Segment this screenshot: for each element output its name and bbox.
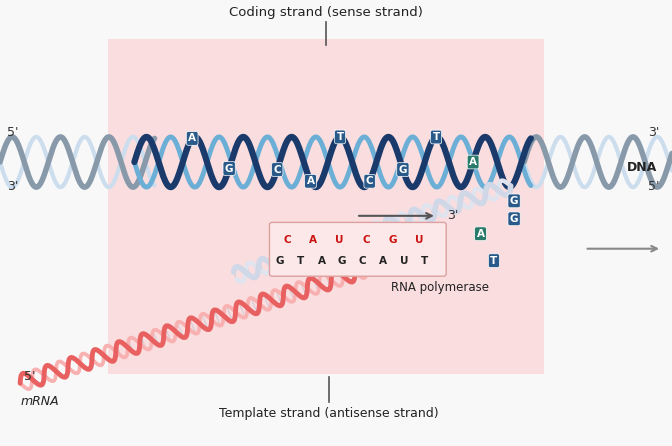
Text: G: G — [338, 256, 346, 266]
Text: U: U — [415, 235, 423, 245]
Text: G: G — [510, 214, 518, 224]
Text: A: A — [317, 256, 325, 266]
Text: T: T — [433, 132, 439, 142]
Text: A: A — [476, 229, 485, 239]
Text: T: T — [491, 256, 497, 266]
Text: A: A — [469, 157, 477, 167]
Text: 5': 5' — [648, 180, 660, 193]
Text: G: G — [276, 256, 284, 266]
Text: 3': 3' — [447, 209, 458, 222]
Text: A: A — [188, 133, 196, 144]
Text: G: G — [510, 196, 518, 206]
Text: 3': 3' — [7, 180, 18, 193]
Text: DNA: DNA — [626, 161, 657, 174]
Bar — [108, 39, 544, 374]
Text: C: C — [359, 256, 367, 266]
Text: Coding strand (sense strand): Coding strand (sense strand) — [229, 6, 423, 19]
Text: RNA polymerase: RNA polymerase — [391, 281, 489, 294]
FancyBboxPatch shape — [269, 223, 446, 276]
Text: A: A — [380, 256, 388, 266]
Text: C: C — [366, 176, 374, 186]
Text: mRNA: mRNA — [21, 395, 60, 408]
Text: T: T — [421, 256, 428, 266]
Text: T: T — [337, 132, 343, 142]
Text: 5': 5' — [7, 126, 18, 139]
Text: G: G — [398, 165, 407, 174]
Text: T: T — [297, 256, 304, 266]
Text: C: C — [274, 165, 281, 174]
Text: C: C — [283, 235, 291, 245]
Text: G: G — [225, 164, 233, 173]
Text: A: A — [306, 176, 314, 186]
Text: U: U — [400, 256, 409, 266]
Text: 5': 5' — [24, 370, 35, 383]
Text: U: U — [335, 235, 344, 245]
Text: Template strand (antisense strand): Template strand (antisense strand) — [220, 407, 439, 420]
Text: C: C — [362, 235, 370, 245]
Text: G: G — [388, 235, 396, 245]
Text: 3': 3' — [648, 126, 660, 139]
Text: A: A — [309, 235, 317, 245]
